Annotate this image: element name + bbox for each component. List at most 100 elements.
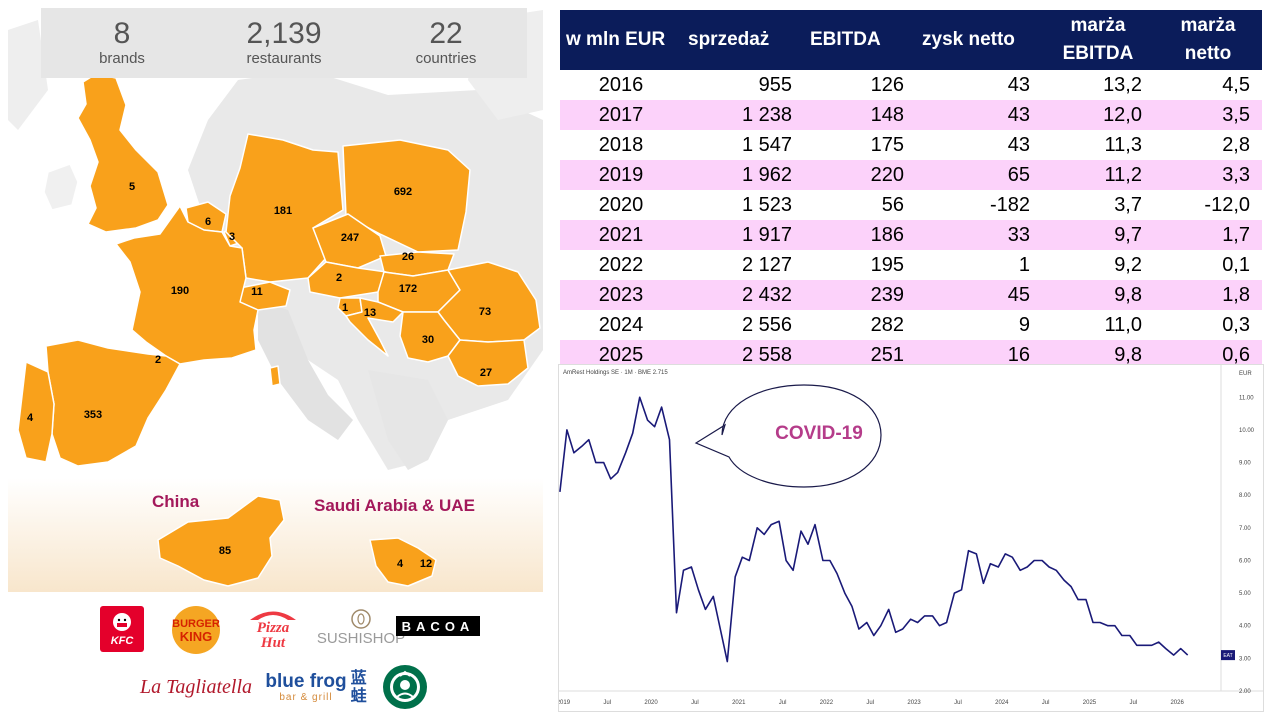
- kfc-text: KFC: [110, 635, 134, 647]
- cell-year: 2022: [598, 253, 644, 276]
- y-tick-label: 4.00: [1239, 624, 1251, 630]
- burger-king-line1: BURGER: [172, 617, 220, 630]
- cell-net-profit: 43: [1007, 73, 1030, 96]
- table-body: 2016 955 126 43 13,2 4,5 2017 1 238 148 43 12,0 3,…: [560, 70, 1262, 370]
- cell-sales: 955: [758, 73, 792, 96]
- stat-value: 22: [429, 17, 463, 50]
- cell-net-margin: 3,3: [1154, 160, 1262, 190]
- blue-frog-wordmark: blue frog bar & grill: [265, 672, 346, 704]
- count-bulgaria: 27: [480, 367, 492, 379]
- uk-shape: [77, 73, 169, 233]
- europe-map: 5 6 3 181 692 247 26 2 172 11 1 13 190 2…: [8, 10, 543, 592]
- portugal-shape: [17, 361, 55, 463]
- table-row: 2020 1 523 56 -182 3,7 -12,0: [560, 190, 1262, 220]
- cell-net-margin: 2,8: [1222, 133, 1250, 156]
- sushi-shop-text: SUSHISHOP: [316, 629, 406, 647]
- table-row: 2022 2 127 195 1 9,2 0,1: [560, 250, 1262, 280]
- x-tick-label: 2019: [559, 700, 571, 706]
- cell-ebitda-margin: 11,3: [1104, 133, 1142, 156]
- count-saudi: 4: [397, 558, 404, 570]
- y-tick-label: 3.00: [1239, 656, 1251, 662]
- count-andorra: 2: [155, 354, 161, 366]
- cell-ebitda-margin: 9,8: [1042, 280, 1154, 310]
- x-tick-label: Jul: [954, 700, 962, 706]
- col-header-sales: sprzedaż: [682, 10, 804, 70]
- x-tick-label: 2026: [1170, 700, 1184, 706]
- cell-ebitda: 220: [804, 160, 916, 190]
- cell-year: 2017: [560, 100, 682, 130]
- corsica-shape: [269, 365, 281, 387]
- table-row: 2019 1 962 220 65 11,2 3,3: [560, 160, 1262, 190]
- y-axis-unit: EUR: [1239, 371, 1252, 377]
- y-tick-label: 9.00: [1239, 461, 1251, 467]
- financial-table: w mln EUR sprzedaż EBITDA zysk netto mar…: [560, 10, 1262, 370]
- x-tick-label: Jul: [1129, 700, 1137, 706]
- covid-annotation: COVID-19: [775, 423, 863, 444]
- x-tick-label: 2020: [644, 700, 658, 706]
- cell-sales: 1 547: [741, 133, 792, 156]
- cell-net-profit: 45: [916, 280, 1042, 310]
- cell-net-margin: 0,3: [1222, 313, 1250, 336]
- cell-ebitda: 148: [804, 100, 916, 130]
- price-line: [559, 396, 1189, 663]
- count-switzerland: 11: [251, 286, 263, 298]
- table-header-row: w mln EUR sprzedaż EBITDA zysk netto mar…: [560, 10, 1262, 70]
- siren-icon: [383, 665, 427, 709]
- cell-year: 2024: [598, 313, 644, 336]
- cell-net-profit: 43: [1007, 133, 1030, 156]
- burger-king-logo: BURGER KING: [172, 606, 220, 654]
- cell-year: 2020: [598, 193, 644, 216]
- cell-sales: 1 917: [682, 220, 804, 250]
- count-slovakia: 26: [402, 251, 414, 263]
- count-belgium: 6: [205, 216, 211, 228]
- cell-net-profit: 9: [1018, 313, 1030, 336]
- stats-bar: 8 brands 2,139 restaurants 22 countries: [41, 8, 527, 78]
- count-uk: 5: [129, 181, 135, 193]
- count-china: 85: [219, 545, 231, 557]
- x-tick-label: 2025: [1083, 700, 1097, 706]
- cell-ebitda: 282: [870, 313, 904, 336]
- price-chart-panel: AmRest Holdings SE · 1M · BME 2.715 EUR 11…: [558, 364, 1264, 712]
- cell-net-margin: 1,7: [1154, 220, 1262, 250]
- cell-net-margin: -12,0: [1204, 193, 1250, 216]
- cell-year: 2019: [560, 160, 682, 190]
- pizza-hut-logo: Pizza Hut: [246, 604, 300, 654]
- cell-ebitda: 175: [870, 133, 904, 156]
- price-chart: AmRest Holdings SE · 1M · BME 2.715 EUR 11…: [559, 365, 1263, 706]
- cell-sales: 2 127: [741, 253, 792, 276]
- table-row: 2024 2 556 282 9 11,0 0,3: [560, 310, 1262, 340]
- y-tick-label: 2.00: [1239, 689, 1251, 695]
- brand-logos: KFC BURGER KING Pizza Hut SUSHISHOP BACO…: [0, 592, 560, 720]
- col-header-ebitda: EBITDA: [804, 10, 916, 70]
- x-tick-label: Jul: [779, 700, 787, 706]
- y-tick-label: 7.00: [1239, 526, 1251, 532]
- y-tick-label: 5.00: [1239, 591, 1251, 597]
- blue-frog-sub: bar & grill: [279, 692, 333, 703]
- stat-label: brands: [99, 50, 145, 67]
- blue-frog-text: blue frog: [265, 671, 347, 692]
- count-france: 190: [171, 285, 189, 297]
- cell-net-profit: 33: [916, 220, 1042, 250]
- cell-ebitda-margin: 9,2: [1114, 253, 1142, 276]
- colonel-icon: [113, 613, 131, 631]
- cell-ebitda: 195: [870, 253, 904, 276]
- col-header-ebitda-margin: marża EBITDA: [1042, 10, 1154, 70]
- croatia-shape: [345, 297, 404, 357]
- stat-brands: 8 brands: [41, 8, 203, 78]
- count-hungary: 172: [399, 283, 417, 295]
- sushi-shop-emblem-icon: [351, 608, 371, 629]
- x-tick-label: Jul: [1042, 700, 1050, 706]
- cell-ebitda-margin: 13,2: [1103, 73, 1142, 96]
- table-row: 2016 955 126 43 13,2 4,5: [560, 70, 1262, 100]
- cell-ebitda-margin: 11,2: [1042, 160, 1154, 190]
- cell-ebitda-margin: 12,0: [1042, 100, 1154, 130]
- last-price-label: EAT: [1223, 653, 1232, 659]
- cell-net-profit: 1: [1018, 253, 1030, 276]
- x-tick-label: 2021: [732, 700, 746, 706]
- stat-value: 2,139: [246, 17, 322, 50]
- cell-net-margin: 0,1: [1222, 253, 1250, 276]
- count-portugal: 4: [27, 412, 34, 424]
- y-tick-label: 11.00: [1239, 395, 1254, 401]
- china-shape: [157, 495, 285, 587]
- footprint-panel: 5 6 3 181 692 247 26 2 172 11 1 13 190 2…: [8, 0, 543, 592]
